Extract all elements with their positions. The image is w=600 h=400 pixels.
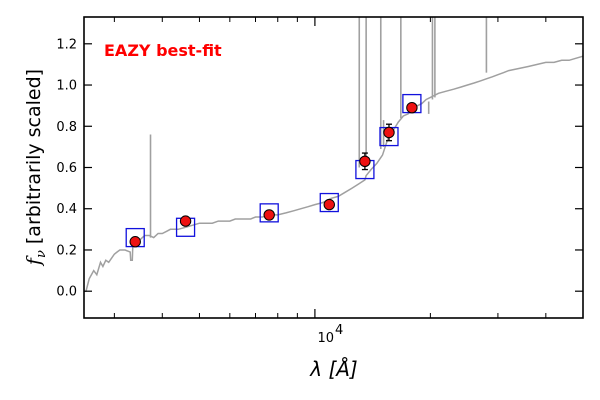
y-tick-label: 0.4	[56, 202, 77, 217]
observed-flux-point	[406, 102, 418, 114]
observed-flux-point	[263, 209, 275, 221]
observed-flux-point	[359, 155, 371, 168]
observed-flux-point	[179, 215, 192, 227]
plot-frame	[83, 16, 584, 319]
y-tick-label: 0.2	[56, 243, 77, 258]
observed-flux-point	[129, 236, 141, 248]
axis-ticks	[84, 17, 583, 318]
y-tick-label: 0.0	[56, 285, 77, 300]
model-photometry-square	[259, 203, 279, 223]
y-axis-title-units: [arbitrarily scaled]	[23, 69, 45, 250]
plot-area	[84, 17, 584, 292]
model-photometry-square	[319, 192, 339, 213]
y-axis-title-subscript: ν	[34, 250, 49, 258]
y-tick-label: 1.0	[56, 79, 77, 94]
y-tick-labels: 0.0 0.2 0.4 0.6 0.8 1.0 1.2	[56, 37, 77, 299]
y-tick-label: 0.6	[56, 161, 77, 176]
x-axis-title: λ [Å]	[309, 357, 357, 381]
y-tick-label: 0.8	[56, 120, 77, 135]
y-axis-title: fν [arbitrarily scaled]	[23, 69, 49, 267]
x-tick-label-exponent: 4	[335, 323, 343, 338]
template-spectrum-line	[84, 55, 584, 292]
x-tick-label-base: 10	[317, 331, 334, 346]
x-tick-labels: 10 4	[317, 323, 343, 346]
y-axis-title-symbol: f	[23, 255, 45, 267]
y-tick-label: 1.2	[56, 37, 77, 52]
observed-flux-point	[383, 126, 395, 139]
annotation-label: EAZY best-fit	[104, 41, 222, 60]
observed-flux-point	[323, 198, 335, 211]
